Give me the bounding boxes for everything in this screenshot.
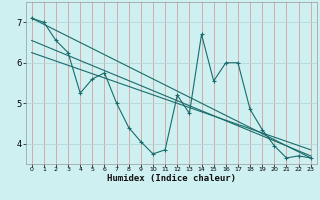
X-axis label: Humidex (Indice chaleur): Humidex (Indice chaleur) (107, 174, 236, 183)
